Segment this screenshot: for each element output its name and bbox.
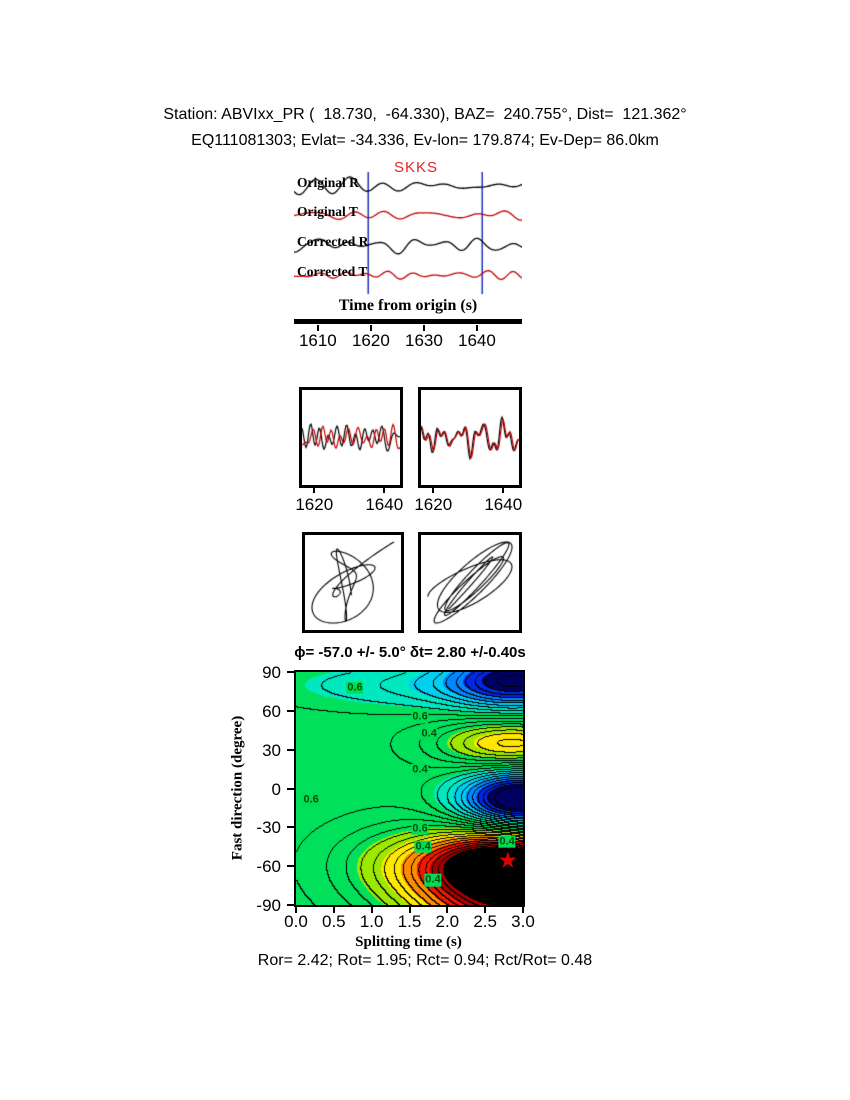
fast-direction-tick bbox=[287, 904, 294, 906]
window-axis-tick bbox=[502, 488, 505, 493]
splitting-time-tick bbox=[408, 907, 411, 913]
contour-label: 0.4 bbox=[498, 835, 516, 848]
particle-motion-corrected bbox=[418, 532, 522, 633]
fast-direction-tick bbox=[287, 865, 294, 868]
time-axis-tick-label: 1610 bbox=[298, 331, 337, 350]
particle-motion-original bbox=[302, 532, 404, 633]
window-box-corrected bbox=[418, 387, 522, 488]
splitting-time-tick bbox=[522, 907, 524, 913]
fast-direction-tick-label: -30 bbox=[256, 818, 281, 838]
fast-direction-tick-label: 30 bbox=[262, 740, 281, 760]
splitting-result-title: ϕ= -57.0 +/- 5.0° δt= 2.80 +/-0.40s bbox=[294, 644, 526, 661]
splitting-time-tick-label: 2.0 bbox=[435, 912, 460, 931]
contour-label: 0.4 bbox=[414, 840, 432, 854]
splitting-time-tick-label: 0.0 bbox=[284, 912, 308, 931]
fast-direction-tick-label: 0 bbox=[271, 779, 281, 799]
waveform-traces-canvas bbox=[294, 160, 522, 304]
time-axis-tick bbox=[422, 325, 425, 331]
window-axis-tick bbox=[432, 488, 435, 493]
splitting-time-tick-label: 1.5 bbox=[397, 912, 422, 931]
fast-direction-tick bbox=[287, 787, 294, 790]
contour-label: 0.6 bbox=[346, 681, 364, 694]
splitting-time-tick-label: 3.0 bbox=[511, 912, 535, 931]
fast-direction-tick bbox=[287, 826, 294, 829]
best-fit-star: ★ bbox=[497, 847, 518, 873]
time-axis-tick bbox=[316, 325, 319, 331]
window-original-canvas bbox=[302, 390, 400, 485]
splitting-time-tick-label: 1.0 bbox=[359, 912, 384, 931]
time-axis bbox=[294, 319, 522, 324]
splitting-time-axis-label: Splitting time (s) bbox=[355, 934, 462, 950]
splitting-time-tick-label: 2.5 bbox=[473, 912, 497, 931]
time-axis-tick bbox=[369, 325, 372, 331]
fast-direction-tick bbox=[287, 709, 294, 712]
window-axis-tick-label: 1640 bbox=[365, 495, 404, 514]
window-axis-tick-label: 1620 bbox=[414, 495, 453, 514]
time-axis-tick-label: 1640 bbox=[458, 331, 496, 350]
window-axis-tick-label: 1620 bbox=[295, 495, 334, 514]
fast-direction-tick-label: -60 bbox=[256, 857, 281, 877]
fast-direction-tick-label: 60 bbox=[262, 701, 281, 721]
contour-label: 0.4 bbox=[411, 764, 429, 777]
results-line: Ror= 2.42; Rot= 1.95; Rct= 0.94; Rct/Rot… bbox=[257, 952, 593, 969]
splitting-time-tick bbox=[295, 907, 297, 913]
window-axis-tick bbox=[313, 488, 316, 493]
particle-motion-original-canvas bbox=[305, 535, 401, 630]
splitting-time-tick bbox=[370, 907, 373, 913]
contour-label: 0.6 bbox=[411, 710, 429, 724]
fast-direction-tick-label: 90 bbox=[262, 663, 281, 682]
splitting-time-tick bbox=[332, 907, 335, 913]
window-axis-tick bbox=[383, 488, 386, 493]
time-axis-tick-label: 1630 bbox=[404, 331, 443, 350]
station-title: Station: ABVIxx_PR ( 18.730, -64.330), B… bbox=[163, 106, 687, 123]
trace-label-original-t: Original T bbox=[297, 204, 358, 219]
fast-direction-tick bbox=[287, 748, 294, 751]
contour-label: 0.4 bbox=[420, 727, 438, 741]
trace-label-corrected-t: Corrected T bbox=[297, 264, 368, 279]
splitting-time-tick bbox=[446, 907, 449, 913]
misfit-map-frame bbox=[294, 670, 525, 907]
trace-label-corrected-r: Corrected R bbox=[297, 234, 369, 249]
splitting-time-tick bbox=[484, 907, 487, 913]
event-info: EQ111081303; Evlat= -34.336, Ev-lon= 179… bbox=[191, 132, 659, 149]
contour-label: 0.6 bbox=[411, 822, 429, 835]
window-box-original bbox=[299, 387, 403, 488]
fast-direction-tick bbox=[287, 671, 294, 673]
window-corrected-canvas bbox=[421, 390, 519, 485]
contour-label: 0.4 bbox=[424, 874, 442, 887]
phase-label: SKKS bbox=[394, 159, 439, 176]
fast-direction-tick-label: -90 bbox=[256, 896, 281, 915]
particle-motion-corrected-canvas bbox=[421, 535, 519, 630]
time-axis-tick bbox=[475, 325, 478, 331]
window-axis-tick-label: 1640 bbox=[484, 495, 523, 514]
trace-label-original-r: Original R bbox=[297, 175, 359, 190]
misfit-map-canvas bbox=[296, 672, 523, 905]
contour-label: 0.6 bbox=[302, 793, 320, 807]
splitting-time-tick-label: 0.5 bbox=[322, 912, 346, 931]
time-axis-tick-label: 1620 bbox=[351, 331, 390, 350]
